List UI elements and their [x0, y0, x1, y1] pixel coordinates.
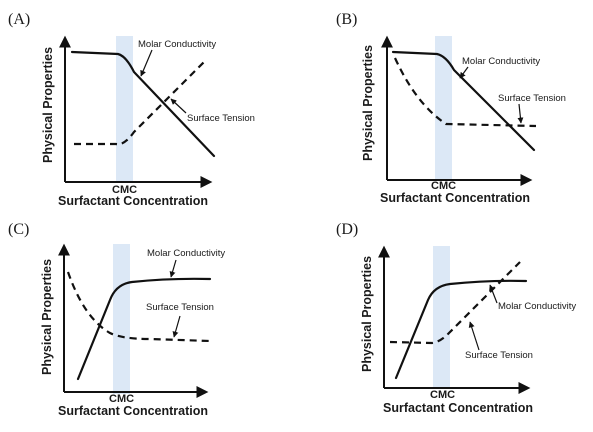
y-axis-title: Physical Properties [41, 47, 55, 163]
panel-c: (C) Physical Properties CMC Surfactant C… [8, 221, 225, 418]
panel-d: (D) Physical Properties CMC Surfactant C… [336, 221, 576, 415]
surface-tension-pointer [170, 98, 187, 114]
cmc-label: CMC [109, 393, 134, 405]
surface-tension-label: Surface Tension [465, 350, 533, 361]
panel-label: (D) [336, 221, 358, 238]
molar-conductivity-label: Molar Conductivity [498, 301, 576, 312]
y-axis-title: Physical Properties [40, 259, 54, 375]
panel-b: (B) Physical Properties CMC Surfactant C… [336, 11, 566, 205]
cmc-label: CMC [112, 184, 137, 196]
panel-label: (C) [8, 221, 29, 238]
molar-conductivity-curve [394, 279, 528, 380]
cmc-band [113, 244, 130, 394]
cmc-band [433, 246, 450, 388]
molar-conductivity-pointer [459, 66, 469, 79]
molar-conductivity-pointer [489, 284, 498, 304]
surface-tension-label: Surface Tension [498, 93, 566, 104]
molar-conductivity-label: Molar Conductivity [462, 56, 540, 67]
panel-label: (A) [8, 11, 30, 28]
x-axis-title: Surfactant Concentration [58, 194, 208, 208]
y-axis-title: Physical Properties [360, 256, 374, 372]
cmc-band [435, 36, 452, 180]
molar-conductivity-curve [76, 277, 212, 381]
molar-conductivity-pointer [140, 49, 153, 77]
surface-tension-curve [393, 57, 537, 128]
surface-tension-pointer [172, 315, 181, 338]
surface-tension-pointer [517, 103, 524, 124]
cmc-band [116, 36, 133, 182]
panel-label: (B) [336, 11, 357, 28]
y-axis-title: Physical Properties [361, 45, 375, 161]
molar-conductivity-label: Molar Conductivity [138, 39, 216, 50]
molar-conductivity-curve [70, 50, 216, 158]
x-axis-title: Surfactant Concentration [58, 404, 208, 418]
surface-tension-pointer [468, 321, 480, 351]
surface-tension-curve [74, 59, 207, 146]
surface-tension-label: Surface Tension [187, 113, 255, 124]
surface-tension-curve [66, 271, 211, 343]
molar-conductivity-curve [391, 50, 536, 152]
cmc-label: CMC [431, 180, 456, 192]
surface-tension-label: Surface Tension [146, 302, 214, 313]
x-axis-title: Surfactant Concentration [383, 401, 533, 415]
x-axis-title: Surfactant Concentration [380, 191, 530, 205]
panel-a: (A) Physical Properties CMC Surfactant C… [8, 11, 255, 208]
molar-conductivity-pointer [169, 259, 177, 278]
molar-conductivity-label: Molar Conductivity [147, 248, 225, 259]
cmc-label: CMC [430, 389, 455, 401]
surface-tension-curve [389, 261, 521, 345]
